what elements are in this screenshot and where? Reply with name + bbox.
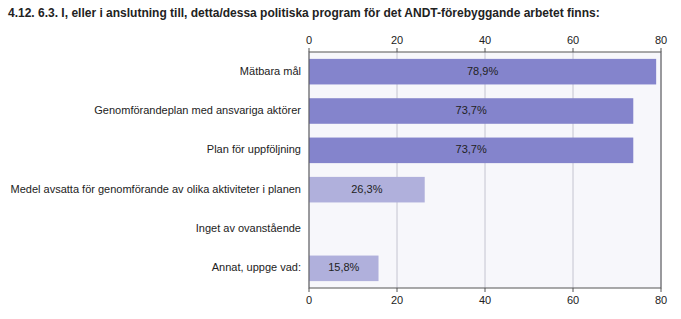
grid-line (485, 52, 486, 288)
category-label: Medel avsatta för genomförande av olika … (11, 183, 301, 195)
category-label: Inget av ovanstående (196, 222, 301, 234)
bar (309, 98, 633, 124)
chart: 4.12. 6.3. I, eller i anslutning till, d… (0, 0, 681, 319)
tick-label: 20 (391, 294, 403, 306)
tick-mark (661, 48, 662, 52)
data-label: 73,7% (456, 143, 487, 155)
y-axis-labels: Mätbara mål Genomförandeplan med ansvarig… (11, 65, 302, 274)
tick-label: 0 (306, 294, 312, 306)
grid (309, 52, 661, 288)
plot-frame (309, 52, 661, 288)
tick-mark (397, 48, 398, 52)
bar (309, 59, 656, 85)
data-label: 26,3% (351, 183, 382, 195)
tick-label: 60 (567, 34, 579, 46)
tick-mark (485, 48, 486, 52)
category-label: Genomförandeplan med ansvariga aktörer (94, 104, 301, 116)
category-label: Mätbara mål (240, 65, 301, 77)
bar (309, 138, 633, 164)
tick-mark (309, 288, 310, 292)
x-axis: 0 0 20 20 40 40 60 60 80 80 (306, 34, 667, 306)
tick-label: 20 (391, 34, 403, 46)
tick-label: 40 (479, 294, 491, 306)
category-label: Plan för uppföljning (207, 143, 301, 155)
bar (309, 256, 379, 282)
tick-mark (309, 48, 310, 52)
bars (309, 59, 656, 281)
bar (309, 177, 425, 203)
tick-mark (661, 288, 662, 292)
tick-label: 80 (655, 34, 667, 46)
grid-line (397, 52, 398, 288)
tick-mark (485, 288, 486, 292)
tick-label: 0 (306, 34, 312, 46)
tick-label: 40 (479, 34, 491, 46)
title: 4.12. 6.3. I, eller i anslutning till, d… (8, 6, 600, 20)
plot-background (309, 52, 661, 288)
grid-line (573, 52, 574, 288)
data-label: 78,9% (467, 65, 498, 77)
tick-mark (397, 288, 398, 292)
tick-mark (573, 288, 574, 292)
tick-mark (573, 48, 574, 52)
data-labels: 78,9% 73,7% 73,7% 26,3% 15,8% (328, 65, 498, 274)
data-label: 73,7% (456, 104, 487, 116)
chart-container: 4.12. 6.3. I, eller i anslutning till, d… (0, 0, 681, 319)
tick-label: 60 (567, 294, 579, 306)
data-label: 15,8% (328, 261, 359, 273)
category-label: Annat, uppge vad: (212, 261, 301, 273)
tick-label: 80 (655, 294, 667, 306)
